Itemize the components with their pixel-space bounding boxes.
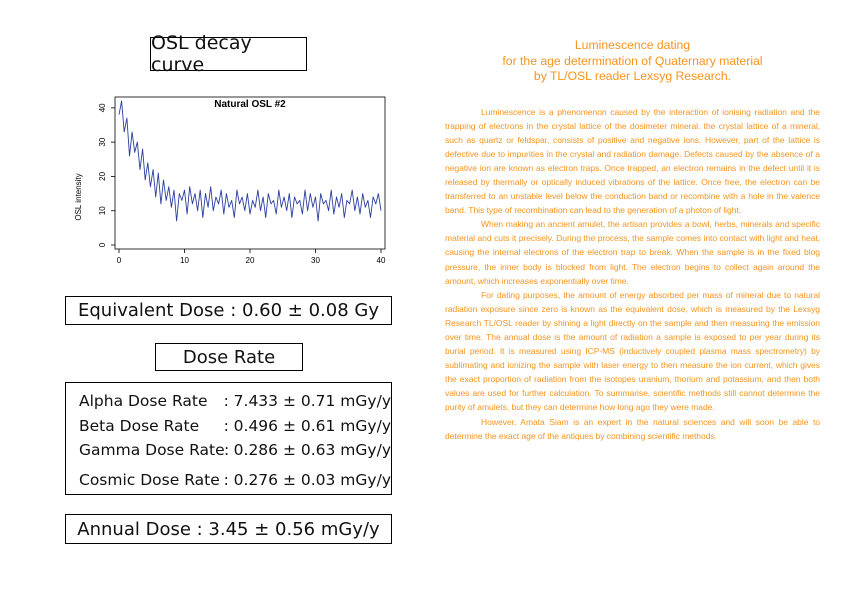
dose-rate-row-gamma: Gamma Dose Rate : 0.286 ± 0.63 mGy/y xyxy=(66,438,391,463)
osl-decay-title: OSL decay curve xyxy=(150,32,307,76)
dose-rate-row-alpha: Alpha Dose Rate : 7.433 ± 0.71 mGy/y xyxy=(66,389,391,414)
osl-intensity-line xyxy=(118,100,382,222)
annual-dose: Annual Dose : 3.45 ± 0.56 mGy/y xyxy=(65,514,392,544)
article-title-line: by TL/OSL reader Lexsyg Research. xyxy=(533,69,732,83)
x-tick-label: 10 xyxy=(180,256,189,265)
osl-chart-svg: Natural OSL #2 OSL intensity 0 10 20 30 40 0 1… xyxy=(74,96,386,265)
osl-decay-chart: Natural OSL #2 OSL intensity 0 10 20 30 40 0 1… xyxy=(70,92,390,272)
chart-y-axis-label: OSL intensity xyxy=(74,173,83,220)
dose-rate-separator: : xyxy=(223,416,229,435)
article-paragraph: Luminescence is a phenomenon caused by t… xyxy=(445,106,820,216)
dose-rate-value: 7.433 ± 0.71 mGy/y xyxy=(233,392,391,411)
x-tick-label: 30 xyxy=(311,256,320,265)
article: Luminescence dating for the age determin… xyxy=(445,38,820,443)
dose-rate-title: Dose Rate xyxy=(155,343,303,371)
y-tick-label: 40 xyxy=(98,103,107,112)
y-tick-label: 30 xyxy=(98,137,107,146)
dose-rate-value: 0.276 ± 0.03 mGy/y xyxy=(233,470,391,489)
dose-rate-value: 0.286 ± 0.63 mGy/y xyxy=(233,441,391,460)
article-title-line: Luminescence dating xyxy=(574,38,691,52)
x-tick-label: 40 xyxy=(377,256,386,265)
article-paragraph: For dating purposes, the amount of energ… xyxy=(445,289,820,413)
dose-rate-name: Alpha Dose Rate xyxy=(79,392,208,411)
dose-rate-name: Beta Dose Rate xyxy=(79,416,200,435)
article-title: Luminescence dating for the age determin… xyxy=(445,38,820,85)
dose-rate-row-cosmic: Cosmic Dose Rate : 0.276 ± 0.03 mGy/y xyxy=(66,468,391,493)
article-paragraph: When making an ancient amulet, the artis… xyxy=(445,219,820,286)
dose-rate-value: 0.496 ± 0.61 mGy/y xyxy=(233,416,391,435)
dose-rate-separator: : xyxy=(224,441,230,460)
dose-rate-separator: : xyxy=(223,470,229,489)
article-paragraph: However, Amata Siam is an expert in the … xyxy=(445,416,820,441)
dose-rate-row-beta: Beta Dose Rate : 0.496 ± 0.61 mGy/y xyxy=(66,414,391,439)
chart-title: Natural OSL #2 xyxy=(214,99,286,110)
dose-rate-name: Cosmic Dose Rate xyxy=(79,470,220,489)
dose-rate-name: Gamma Dose Rate xyxy=(79,441,225,460)
y-tick-label: 20 xyxy=(98,171,107,180)
dose-rates-table: Alpha Dose Rate : 7.433 ± 0.71 mGy/y Bet… xyxy=(65,382,392,495)
plot-frame xyxy=(114,96,386,250)
x-tick-label: 0 xyxy=(117,256,122,265)
y-tick-label: 10 xyxy=(98,206,107,215)
dose-rate-separator: : xyxy=(223,392,229,411)
equivalent-dose: Equivalent Dose : 0.60 ± 0.08 Gy xyxy=(65,296,392,325)
x-tick-label: 20 xyxy=(246,256,255,265)
article-title-line: for the age determination of Quaternary … xyxy=(502,53,763,68)
y-tick-label: 0 xyxy=(98,242,107,247)
